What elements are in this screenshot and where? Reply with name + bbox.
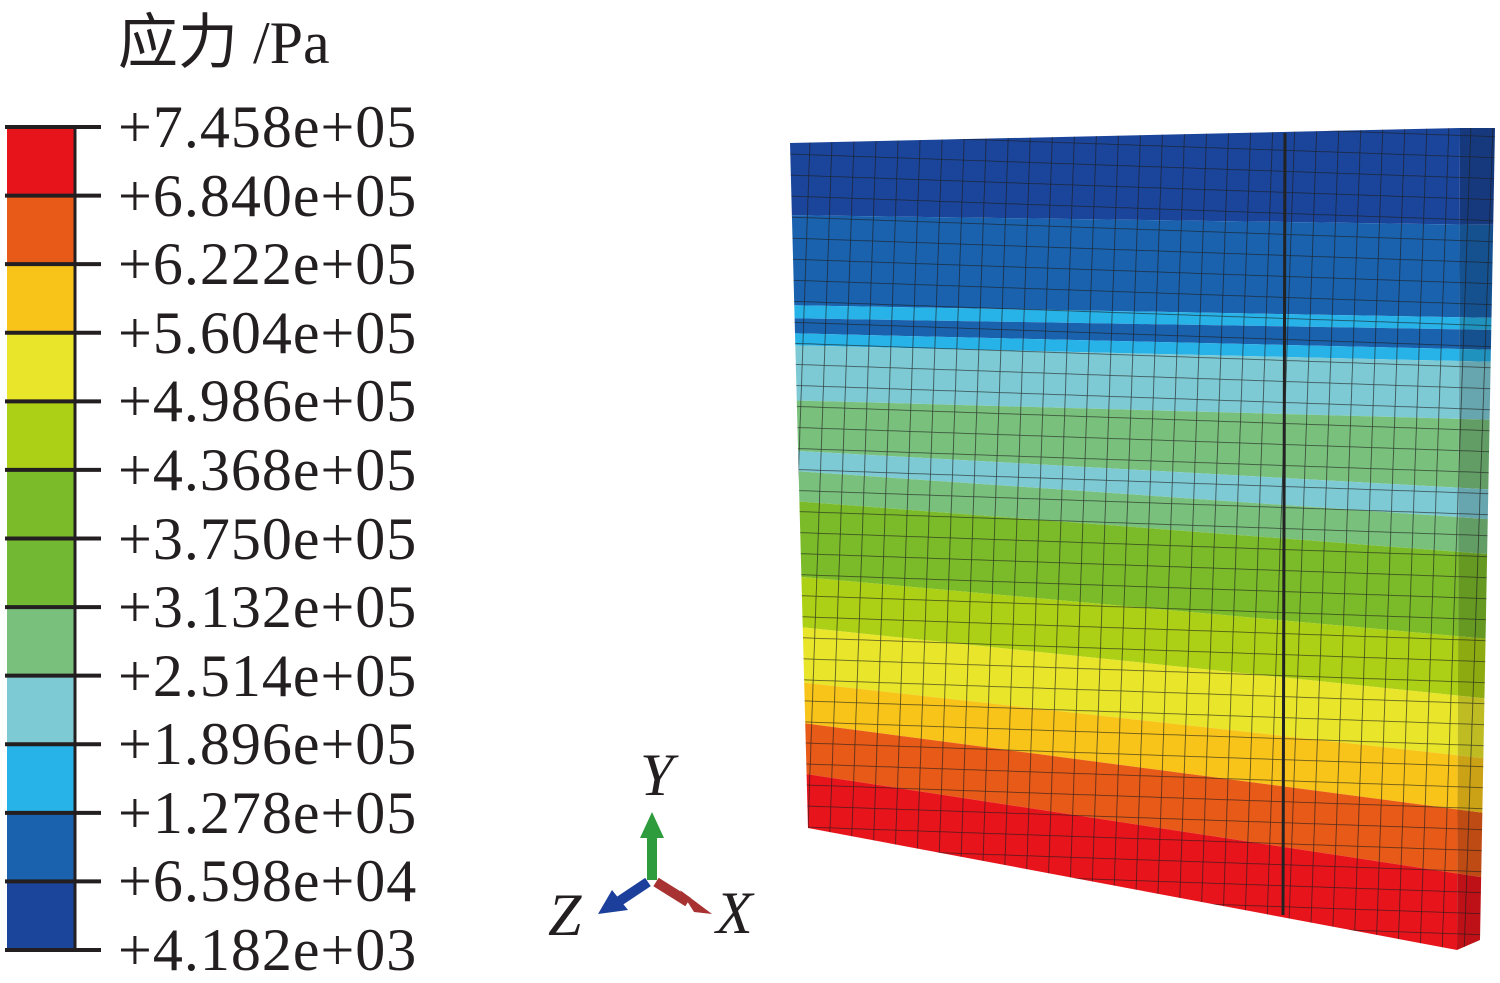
legend-value-label: +5.604e+05	[118, 299, 418, 366]
legend-value-label: +4.182e+03	[118, 917, 418, 983]
legend-color-band	[7, 607, 74, 676]
legend-value-label: +7.458e+05	[118, 94, 418, 160]
legend-color-band	[7, 195, 74, 265]
x-axis-label: X	[716, 880, 753, 946]
mesh-seam-line	[1281, 132, 1287, 916]
legend-value-label: +2.514e+05	[118, 642, 418, 709]
legend-value-label: +6.598e+04	[118, 848, 418, 915]
legend-color-band	[7, 744, 74, 813]
axis-triad	[598, 812, 712, 914]
z-axis-label: Z	[548, 882, 582, 948]
legend-color-band	[7, 881, 74, 950]
legend-color-band	[7, 264, 74, 333]
legend-value-label: +4.986e+05	[118, 368, 418, 435]
legend-value-label: +6.222e+05	[118, 231, 418, 298]
legend-color-band	[7, 127, 74, 196]
legend-color-band	[7, 401, 74, 470]
legend-color-band	[7, 469, 74, 539]
legend-color-band	[7, 675, 74, 745]
color-legend-bar	[5, 125, 101, 952]
z-axis-arrow	[615, 877, 651, 907]
legend-value-label: +3.750e+05	[118, 505, 418, 572]
legend-value-label: +3.132e+05	[118, 574, 418, 641]
model-front-face	[790, 128, 1460, 950]
z-arrow-head	[598, 890, 628, 914]
legend-value-label: +6.840e+05	[118, 162, 418, 229]
legend-title: 应力 /Pa	[118, 10, 330, 76]
legend-value-label: +1.896e+05	[118, 711, 418, 778]
x-arrow-head	[680, 890, 712, 914]
y-arrow-head	[640, 812, 664, 838]
legend-value-label: +4.368e+05	[118, 436, 418, 503]
legend-color-band	[7, 332, 74, 402]
x-axis-arrow	[653, 877, 691, 907]
legend-value-label: +1.278e+05	[118, 779, 418, 846]
legend-color-band	[7, 538, 74, 608]
y-axis-label: Y	[640, 742, 674, 808]
legend-color-band	[7, 812, 74, 882]
element-mesh	[790, 128, 1460, 950]
